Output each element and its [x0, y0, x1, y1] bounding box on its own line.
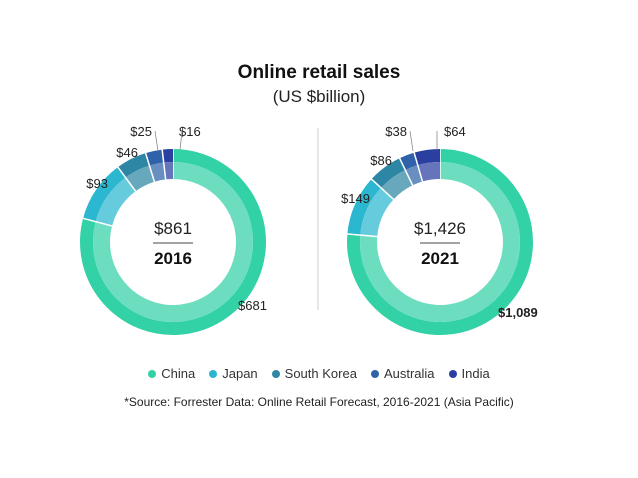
year-label-2016: 2016	[154, 249, 192, 268]
chart-title: Online retail sales	[237, 62, 401, 83]
slice-india-2021	[414, 149, 440, 166]
slice-separator	[370, 177, 395, 201]
value-label-south-korea-2016: $46	[116, 145, 138, 160]
legend-item-india: India	[448, 366, 490, 381]
legend-marker-india	[448, 369, 457, 378]
slice-australia-2021	[399, 152, 418, 170]
value-label-australia-2021: $38	[385, 124, 407, 139]
slice-inner-japan-2016	[95, 177, 136, 226]
slice-separator	[81, 217, 114, 227]
legend-label-japan: Japan	[222, 366, 258, 381]
donut-2021: $1,089 $149 $86 $38 $64 $1,426 2021	[341, 124, 538, 335]
legend-label-australia: Australia	[383, 366, 435, 381]
legend-marker-australia	[370, 369, 379, 378]
slice-india-2016	[162, 149, 173, 163]
value-label-india-2016: $16	[179, 124, 201, 139]
total-label-2016: $861	[154, 219, 192, 238]
slice-inner-japan-2021	[360, 187, 394, 237]
slice-separator	[161, 148, 167, 181]
slice-inner-australia-2021	[405, 165, 423, 186]
legend-label-south-korea: South Korea	[284, 366, 357, 381]
slice-separator	[346, 233, 379, 238]
legend-item-south-korea: South Korea	[271, 366, 357, 381]
slice-separator	[398, 157, 414, 187]
slice-south-korea-2021	[371, 158, 406, 188]
leader-line	[179, 130, 183, 151]
chart-subtitle: (US $billion)	[272, 87, 366, 106]
slice-inner-india-2021	[417, 162, 440, 182]
legend-item-china: China	[148, 366, 195, 381]
slice-inner-south-korea-2016	[125, 165, 155, 192]
total-label-2021: $1,426	[414, 219, 466, 238]
slice-separator	[144, 151, 156, 183]
slice-separator	[413, 151, 424, 183]
value-label-china-2016: $681	[238, 298, 267, 313]
donut-2016: $681 $93 $46 $25 $16 $861 2016	[80, 124, 267, 335]
leader-line	[154, 130, 159, 152]
slice-australia-2016	[145, 149, 164, 166]
year-label-2021: 2021	[421, 249, 459, 268]
legend-marker-japan	[209, 369, 218, 378]
legend-marker-south-korea	[271, 369, 280, 378]
legend-marker-china	[148, 369, 157, 378]
slice-inner-south-korea-2021	[381, 169, 413, 200]
legend: China Japan South Korea Australia India	[0, 366, 638, 381]
source-note: *Source: Forrester Data: Online Retail F…	[124, 395, 514, 409]
slice-inner-india-2016	[163, 162, 173, 180]
value-label-china-2021: $1,089	[498, 305, 538, 320]
legend-item-japan: Japan	[209, 366, 258, 381]
leader-line	[409, 130, 414, 152]
legend-item-australia: Australia	[370, 366, 435, 381]
value-label-japan-2016: $93	[86, 176, 108, 191]
slice-south-korea-2016	[117, 153, 150, 178]
value-label-south-korea-2021: $86	[370, 153, 392, 168]
slice-japan-2016	[83, 167, 126, 222]
value-label-japan-2021: $149	[341, 191, 370, 206]
slice-japan-2021	[347, 179, 382, 236]
legend-label-india: India	[461, 366, 490, 381]
value-label-india-2021: $64	[444, 124, 466, 139]
legend-label-china: China	[161, 366, 196, 381]
slice-separator	[116, 165, 137, 193]
value-label-australia-2016: $25	[130, 124, 152, 139]
